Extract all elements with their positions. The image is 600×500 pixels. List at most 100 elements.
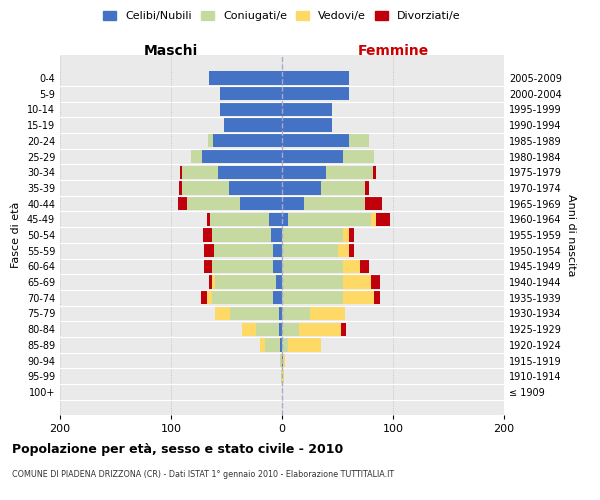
Bar xyxy=(277,276,282,289)
Bar xyxy=(365,181,368,194)
Bar xyxy=(265,338,280,351)
Bar xyxy=(282,276,343,289)
Bar xyxy=(280,354,282,367)
Bar xyxy=(242,322,256,336)
Bar xyxy=(282,87,349,101)
Bar xyxy=(224,118,282,132)
Bar xyxy=(283,354,286,367)
Bar xyxy=(256,322,278,336)
Bar xyxy=(212,260,273,273)
Bar xyxy=(282,291,343,304)
Bar xyxy=(206,291,212,304)
Bar xyxy=(343,150,374,163)
Y-axis label: Anni di nascita: Anni di nascita xyxy=(566,194,575,276)
Bar xyxy=(187,197,240,210)
Bar xyxy=(218,166,282,179)
Bar xyxy=(326,166,373,179)
Bar xyxy=(321,181,365,194)
Bar xyxy=(182,166,218,179)
Bar xyxy=(220,103,282,116)
Bar xyxy=(273,244,282,258)
Bar xyxy=(204,260,212,273)
Bar xyxy=(271,228,282,241)
Bar xyxy=(343,291,374,304)
Bar xyxy=(212,276,215,289)
Bar xyxy=(201,291,206,304)
Bar xyxy=(209,276,212,289)
Bar xyxy=(178,197,187,210)
Bar xyxy=(376,212,389,226)
Bar xyxy=(273,291,282,304)
Bar xyxy=(212,291,273,304)
Bar xyxy=(280,338,282,351)
Bar xyxy=(204,244,214,258)
Bar xyxy=(230,307,278,320)
Bar xyxy=(282,228,343,241)
Bar xyxy=(208,134,213,147)
Bar xyxy=(349,134,368,147)
Bar xyxy=(304,197,365,210)
Bar xyxy=(360,260,368,273)
Bar xyxy=(282,338,287,351)
Bar xyxy=(180,166,182,179)
Bar xyxy=(212,228,271,241)
Bar xyxy=(282,260,343,273)
Bar xyxy=(269,212,282,226)
Bar xyxy=(343,228,349,241)
Bar xyxy=(220,87,282,101)
Text: Popolazione per età, sesso e stato civile - 2010: Popolazione per età, sesso e stato civil… xyxy=(12,442,343,456)
Bar xyxy=(343,276,371,289)
Bar xyxy=(299,322,341,336)
Bar xyxy=(341,322,346,336)
Y-axis label: Fasce di età: Fasce di età xyxy=(11,202,21,268)
Bar xyxy=(282,354,283,367)
Bar xyxy=(273,260,282,273)
Bar xyxy=(282,118,332,132)
Bar xyxy=(260,338,265,351)
Bar xyxy=(371,276,380,289)
Bar xyxy=(343,260,360,273)
Bar xyxy=(374,291,380,304)
Bar xyxy=(215,307,230,320)
Bar xyxy=(349,244,354,258)
Bar xyxy=(310,307,345,320)
Bar xyxy=(282,322,299,336)
Bar xyxy=(282,181,321,194)
Bar xyxy=(202,150,282,163)
Bar xyxy=(282,103,332,116)
Bar xyxy=(282,72,349,85)
Bar xyxy=(282,197,304,210)
Bar xyxy=(210,212,269,226)
Bar xyxy=(229,181,282,194)
Bar xyxy=(206,212,210,226)
Bar xyxy=(282,212,287,226)
Bar xyxy=(373,166,376,179)
Bar xyxy=(282,307,310,320)
Bar xyxy=(182,181,229,194)
Bar xyxy=(281,370,282,383)
Text: COMUNE DI PIADENA DRIZZONA (CR) - Dati ISTAT 1° gennaio 2010 - Elaborazione TUTT: COMUNE DI PIADENA DRIZZONA (CR) - Dati I… xyxy=(12,470,394,479)
Bar xyxy=(287,338,321,351)
Bar xyxy=(282,370,284,383)
Bar xyxy=(371,212,376,226)
Text: Femmine: Femmine xyxy=(358,44,428,58)
Bar xyxy=(203,228,212,241)
Bar xyxy=(240,197,282,210)
Bar xyxy=(209,72,282,85)
Bar xyxy=(282,134,349,147)
Bar xyxy=(278,307,282,320)
Bar xyxy=(278,322,282,336)
Bar xyxy=(282,166,326,179)
Bar xyxy=(213,134,282,147)
Text: Maschi: Maschi xyxy=(144,44,198,58)
Bar xyxy=(287,212,371,226)
Bar xyxy=(282,244,337,258)
Bar xyxy=(337,244,349,258)
Bar xyxy=(215,276,277,289)
Bar xyxy=(282,150,343,163)
Legend: Celibi/Nubili, Coniugati/e, Vedovi/e, Divorziati/e: Celibi/Nubili, Coniugati/e, Vedovi/e, Di… xyxy=(99,6,465,26)
Bar xyxy=(214,244,273,258)
Bar xyxy=(349,228,354,241)
Bar xyxy=(179,181,182,194)
Bar xyxy=(365,197,382,210)
